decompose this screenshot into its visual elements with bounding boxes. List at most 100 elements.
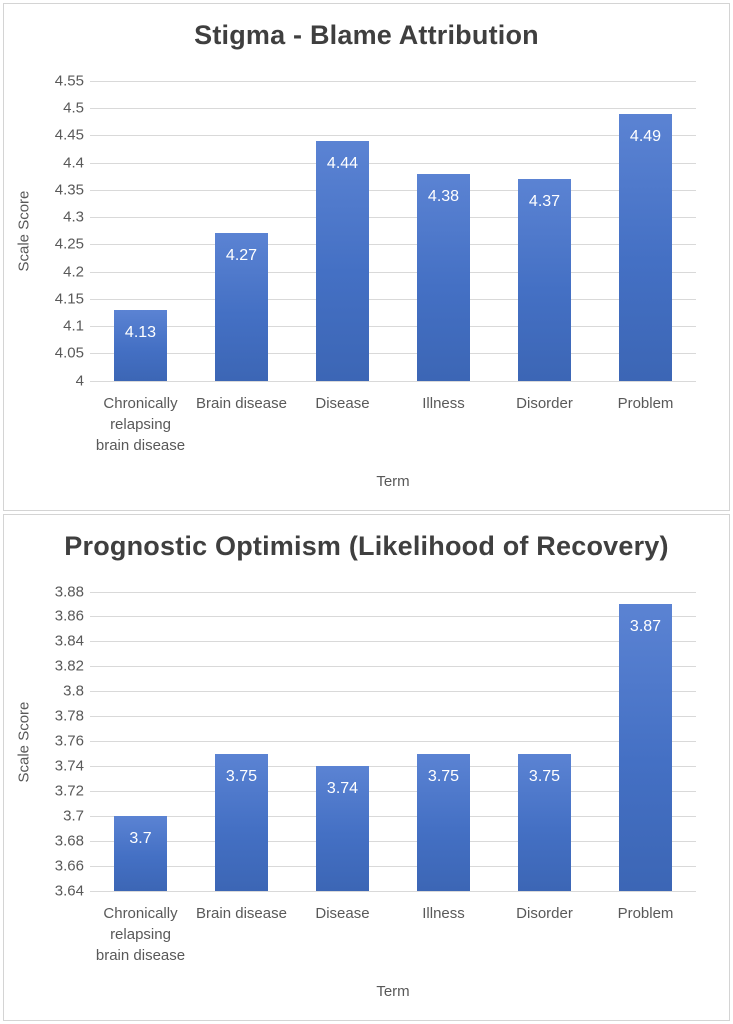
y-tick-label: 4.3 (63, 208, 84, 226)
x-category-label: Disease (315, 905, 370, 922)
data-label: 4.38 (427, 187, 460, 205)
bar-problem: 3.87 (619, 603, 672, 891)
y-tick-label: 4.1 (63, 317, 84, 335)
data-label: 3.7 (129, 830, 152, 848)
bar-illness: 3.75 (417, 753, 470, 891)
y-tick-label: 4.25 (54, 235, 84, 253)
bar-disease: 3.74 (316, 766, 369, 891)
gridline (90, 816, 696, 818)
bar-slot: 4.38 (393, 81, 494, 381)
bar-slot: 4.27 (191, 81, 292, 381)
y-tick-label: 3.78 (54, 707, 84, 725)
x-category-label: Disorder (516, 905, 573, 922)
bar-chronically-relapsing-brain-disease: 4.13 (114, 309, 167, 381)
x-category-label: Chronically relapsing brain disease (95, 905, 186, 964)
bar-disorder: 3.75 (518, 753, 571, 891)
gridline (90, 616, 696, 618)
data-label: 3.74 (326, 780, 359, 798)
x-category-label: Problem (617, 394, 674, 412)
chart-panel-stigma: Stigma - Blame Attribution Scale Score 4… (3, 3, 730, 511)
bar-slot: 3.7 (90, 592, 191, 891)
bar-disorder: 4.37 (518, 179, 571, 381)
y-tick-label: 3.7 (63, 807, 84, 825)
bar-slot: 3.75 (393, 592, 494, 891)
y-tick-label: 4.2 (63, 263, 84, 281)
data-label: 3.75 (225, 767, 258, 785)
y-tick-label: 4.45 (54, 126, 84, 144)
data-label: 3.75 (427, 767, 460, 785)
chart-panel-prognostic-optimism: Prognostic Optimism (Likelihood of Recov… (3, 513, 730, 1021)
gridline (90, 271, 696, 273)
x-axis-labels: Chronically relapsing brain disease Brain… (90, 381, 696, 456)
gridline (90, 217, 696, 219)
x-category-label: Disease (315, 394, 370, 412)
gridline (90, 766, 696, 768)
gridline (90, 891, 696, 892)
y-axis-ticks: 3.88 3.86 3.84 3.82 3.8 3.78 3.76 3.74 3.72 3.7 3.… (32, 583, 84, 900)
y-tick-label: 3.66 (54, 857, 84, 875)
gridline (90, 189, 696, 191)
gridline (90, 380, 696, 382)
gridline (90, 353, 696, 355)
bar-series: 3.7 3.75 3.74 3.75 3.75 3.87 (90, 592, 696, 891)
gridline (90, 741, 696, 743)
data-label: 3.87 (629, 617, 662, 635)
gridline (90, 162, 696, 164)
y-tick-label: 3.74 (54, 757, 84, 775)
y-tick-label: 4 (75, 372, 84, 389)
y-tick-label: 3.72 (54, 782, 84, 800)
data-label: 4.37 (528, 193, 561, 211)
y-tick-label: 4.4 (63, 154, 84, 172)
x-category-label: Problem (617, 905, 674, 922)
bar-brain-disease: 3.75 (215, 753, 268, 891)
data-label: 4.44 (326, 154, 359, 172)
y-axis-title: Scale Score (15, 700, 33, 782)
bar-slot: 3.75 (191, 592, 292, 891)
bar-slot: 3.87 (595, 592, 696, 891)
x-category-label: Illness (422, 905, 465, 922)
bar-slot: 4.44 (292, 81, 393, 381)
gridline (90, 81, 696, 82)
plot-area: 3.7 3.75 3.74 3.75 3.75 3.87 (90, 591, 696, 892)
y-tick-label: 3.88 (54, 583, 84, 600)
data-label: 3.75 (528, 767, 561, 785)
gridline (90, 591, 696, 593)
y-tick-label: 3.86 (54, 607, 84, 625)
y-tick-label: 3.76 (54, 732, 84, 750)
x-category-label: Brain disease (196, 905, 287, 922)
gridline (90, 135, 696, 137)
gridline (90, 866, 696, 868)
y-tick-label: 4.5 (63, 99, 84, 117)
bar-brain-disease: 4.27 (215, 233, 268, 381)
y-tick-label: 3.8 (63, 682, 84, 700)
gridline (90, 716, 696, 718)
x-category-label: Disorder (516, 394, 573, 412)
bar-slot: 3.74 (292, 592, 393, 891)
chart-title: Stigma - Blame Attribution (194, 20, 539, 50)
y-tick-label: 3.64 (54, 882, 84, 900)
y-tick-label: 3.68 (54, 832, 84, 850)
data-label: 4.27 (225, 247, 258, 265)
bar-series: 4.13 4.27 4.44 4.38 4.37 4.49 (90, 81, 696, 381)
bar-slot: 4.49 (595, 81, 696, 381)
data-label: 4.13 (124, 323, 157, 341)
y-axis-ticks: 4.55 4.5 4.45 4.4 4.35 4.3 4.25 4.2 4.15 4.1 4.05 4 (32, 73, 84, 390)
gridline (90, 244, 696, 246)
y-tick-label: 3.84 (54, 632, 84, 650)
chart-title: Prognostic Optimism (Likelihood of Recov… (64, 530, 669, 561)
gridline (90, 326, 696, 328)
x-axis-labels: Chronically relapsing brain disease Brain… (90, 891, 696, 966)
y-tick-label: 4.15 (54, 290, 84, 308)
y-tick-label: 4.05 (54, 344, 84, 362)
x-category-label: Chronically relapsing brain disease (95, 394, 186, 454)
gridline (90, 108, 696, 110)
y-tick-label: 4.55 (54, 72, 84, 90)
gridline (90, 841, 696, 843)
x-category-label: Illness (422, 394, 465, 412)
y-tick-label: 3.82 (54, 657, 84, 675)
plot-area: 4.13 4.27 4.44 4.38 4.37 4.49 (90, 81, 696, 382)
gridline (90, 641, 696, 643)
bar-chronically-relapsing-brain-disease: 3.7 (114, 816, 167, 891)
y-axis-title: Scale Score (15, 190, 33, 272)
